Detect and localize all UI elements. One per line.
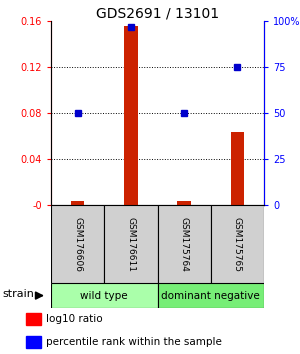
Bar <box>26 336 41 348</box>
Bar <box>211 205 264 283</box>
Bar <box>26 313 41 325</box>
Bar <box>158 205 211 283</box>
Text: strain: strain <box>3 289 35 299</box>
Bar <box>124 26 137 205</box>
Bar <box>51 205 104 283</box>
Text: GSM175765: GSM175765 <box>233 217 242 272</box>
Text: dominant negative: dominant negative <box>161 291 260 301</box>
Title: GDS2691 / 13101: GDS2691 / 13101 <box>96 6 219 20</box>
Bar <box>231 132 244 205</box>
Text: percentile rank within the sample: percentile rank within the sample <box>46 337 222 347</box>
Text: wild type: wild type <box>80 291 128 301</box>
Bar <box>71 201 84 205</box>
Text: GSM176606: GSM176606 <box>73 217 82 272</box>
Text: log10 ratio: log10 ratio <box>46 314 103 324</box>
Bar <box>178 201 191 205</box>
Bar <box>51 283 158 308</box>
Bar <box>158 283 264 308</box>
Bar <box>104 205 158 283</box>
Text: GSM176611: GSM176611 <box>126 217 135 272</box>
Text: GSM175764: GSM175764 <box>180 217 189 272</box>
